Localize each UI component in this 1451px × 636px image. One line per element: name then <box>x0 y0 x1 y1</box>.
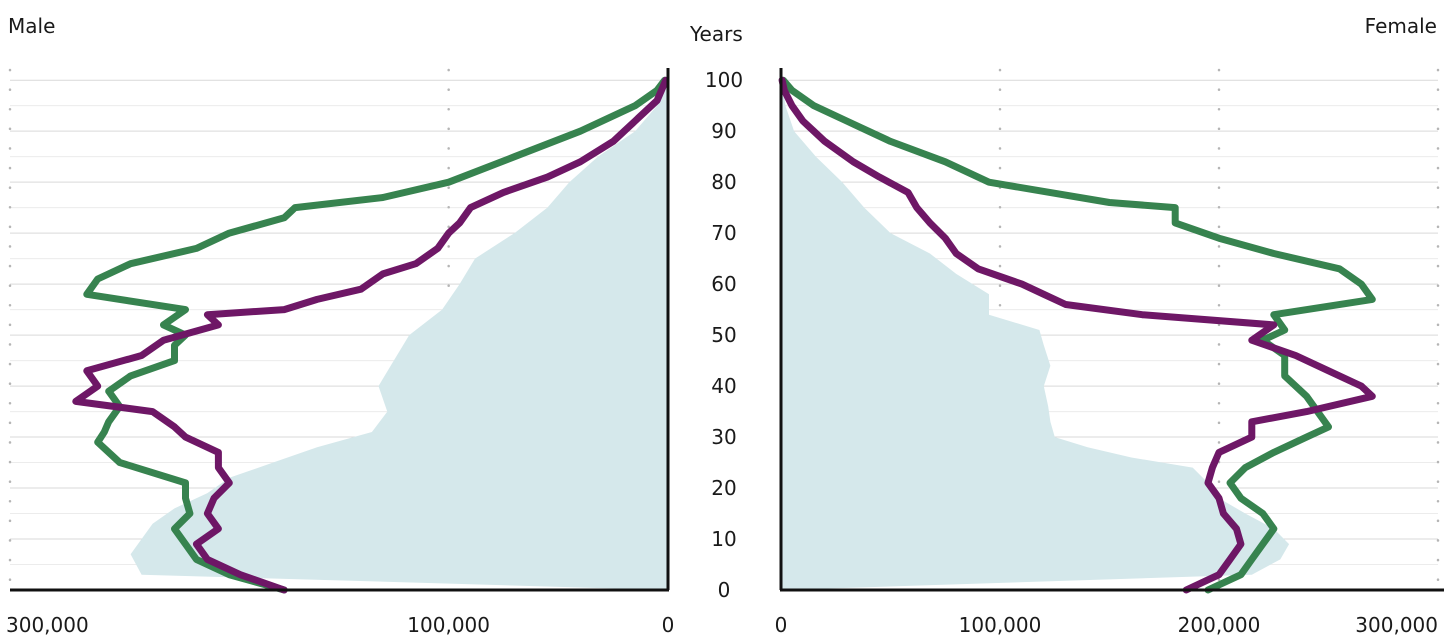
x-tick-label-female-0: 0 <box>775 613 788 636</box>
y-tick-label-30: 30 <box>711 425 736 449</box>
x-tick-label-female-100000: 100,000 <box>959 613 1042 636</box>
x-tick-label-male-100000: 100,000 <box>407 613 490 636</box>
y-tick-label-10: 10 <box>711 527 736 551</box>
y-tick-label-70: 70 <box>711 221 736 245</box>
female-panel-title: Female <box>1364 14 1437 38</box>
male-panel-title: Male <box>8 14 56 38</box>
x-tick-label-male-0: 0 <box>662 613 675 636</box>
y-tick-label-40: 40 <box>711 374 736 398</box>
x-tick-label-male-300000: 300,000 <box>6 613 89 636</box>
y-tick-label-0: 0 <box>718 578 731 602</box>
y-axis-title: Years <box>690 22 743 46</box>
line-female-4 <box>779 76 1376 594</box>
line-male-2 <box>72 76 670 594</box>
line-male-1 <box>83 76 669 594</box>
y-tick-label-20: 20 <box>711 476 736 500</box>
y-tick-label-80: 80 <box>711 170 736 194</box>
y-tick-label-50: 50 <box>711 323 736 347</box>
x-tick-label-female-200000: 200,000 <box>1178 613 1261 636</box>
area-male-0 <box>130 80 669 590</box>
y-tick-label-60: 60 <box>711 272 736 296</box>
y-tick-label-90: 90 <box>711 119 736 143</box>
y-tick-label-100: 100 <box>705 68 743 92</box>
area-female-3 <box>781 80 1290 590</box>
line-female-5 <box>778 76 1376 594</box>
x-tick-label-female-300000: 300,000 <box>1355 613 1438 636</box>
